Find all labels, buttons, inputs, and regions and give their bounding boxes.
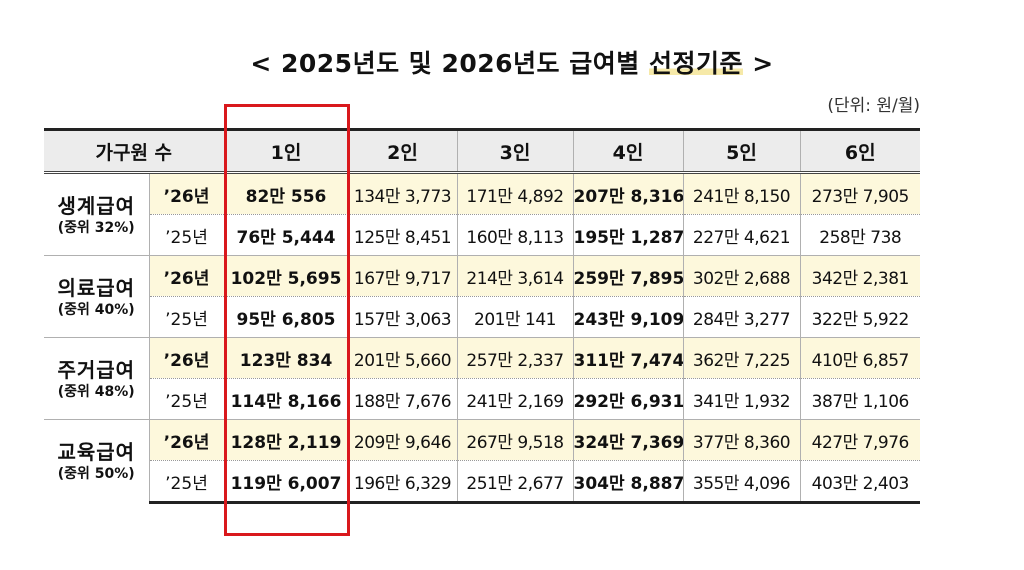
cell-4-person: 195만 1,287 xyxy=(572,214,684,256)
cell-2-person: 125만 8,451 xyxy=(347,214,458,256)
cell-4-person: 304만 8,887 xyxy=(572,460,684,504)
cell-1-person: 123만 834 xyxy=(223,337,349,379)
header-1-person: 1인 xyxy=(223,128,349,174)
category-cell: 교육급여 (중위 50%) xyxy=(44,419,150,503)
table-row: ’25년 114만 8,166 188만 7,676 241만 2,169 29… xyxy=(44,378,921,420)
title-highlight: 선정기준 xyxy=(648,49,743,78)
table-row: 주거급여 (중위 48%) ’26년 123만 834 201만 5,660 2… xyxy=(44,337,921,420)
cell-3-person: 201만 141 xyxy=(456,296,574,338)
cell-5-person: 377만 8,360 xyxy=(682,419,801,461)
cell-2-person: 196만 6,329 xyxy=(347,460,458,504)
cell-2-person: 201만 5,660 xyxy=(347,337,458,379)
category-median-rate: (중위 32%) xyxy=(57,219,135,236)
cell-1-person: 128만 2,119 xyxy=(223,419,349,461)
cell-3-person: 214만 3,614 xyxy=(456,255,574,297)
category-median-rate: (중위 48%) xyxy=(57,383,135,400)
cell-5-person: 302만 2,688 xyxy=(682,255,801,297)
category-cell: 의료급여 (중위 40%) xyxy=(44,255,150,338)
cell-2-person: 209만 9,646 xyxy=(347,419,458,461)
cell-1-person: 114만 8,166 xyxy=(223,378,349,420)
cell-1-person: 95만 6,805 xyxy=(223,296,349,338)
cell-3-person: 241만 2,169 xyxy=(456,378,574,420)
cell-4-person: 243만 9,109 xyxy=(572,296,684,338)
cell-5-person: 284만 3,277 xyxy=(682,296,801,338)
header-6-person: 6인 xyxy=(799,128,921,174)
header-5-person: 5인 xyxy=(682,128,801,174)
cell-6-person: 387만 1,106 xyxy=(799,378,921,420)
cell-6-person: 403만 2,403 xyxy=(799,460,921,504)
cell-4-person: 324만 7,369 xyxy=(572,419,684,461)
benefit-criteria-table: 가구원 수 1인 2인 3인 4인 5인 6인 생계급여 (중위 32%) ’2… xyxy=(44,128,921,504)
table-header-row: 가구원 수 1인 2인 3인 4인 5인 6인 xyxy=(44,128,921,174)
table-row: 의료급여 (중위 40%) ’26년 102만 5,695 167만 9,717… xyxy=(44,255,921,338)
category-name: 의료급여 xyxy=(57,275,136,300)
header-2-person: 2인 xyxy=(347,128,458,174)
page-title: < 2025년도 및 2026년도 급여별 선정기준 > xyxy=(0,44,1024,80)
table-row: 생계급여 (중위 32%) ’26년 82만 556 134만 3,773 17… xyxy=(44,172,921,256)
cell-3-person: 171만 4,892 xyxy=(456,172,574,215)
cell-5-person: 355만 4,096 xyxy=(682,460,801,504)
table-row: ’25년 119만 6,007 196만 6,329 251만 2,677 30… xyxy=(44,460,921,504)
cell-5-person: 362만 7,225 xyxy=(682,337,801,379)
category-median-rate: (중위 50%) xyxy=(57,466,135,483)
category-median-rate: (중위 40%) xyxy=(57,301,135,318)
cell-2-person: 167만 9,717 xyxy=(347,255,458,297)
cell-1-person: 102만 5,695 xyxy=(223,255,349,297)
category-name: 교육급여 xyxy=(57,440,136,465)
year-label: ’25년 xyxy=(148,296,225,338)
cell-4-person: 207만 8,316 xyxy=(572,172,684,215)
cell-6-person: 258만 738 xyxy=(799,214,921,256)
one-person-column-highlight xyxy=(224,104,350,536)
cell-5-person: 227만 4,621 xyxy=(682,214,801,256)
cell-5-person: 241만 8,150 xyxy=(682,172,801,215)
category-cell: 주거급여 (중위 48%) xyxy=(44,337,150,420)
table-row: 교육급여 (중위 50%) ’26년 128만 2,119 209만 9,646… xyxy=(44,419,921,503)
cell-1-person: 119만 6,007 xyxy=(223,460,349,504)
year-label: ’26년 xyxy=(148,419,225,461)
cell-6-person: 427만 7,976 xyxy=(799,419,921,461)
table-row: ’25년 95만 6,805 157만 3,063 201만 141 243만 … xyxy=(44,296,921,338)
cell-6-person: 322만 5,922 xyxy=(799,296,921,338)
cell-5-person: 341만 1,932 xyxy=(682,378,801,420)
cell-3-person: 160만 8,113 xyxy=(456,214,574,256)
header-4-person: 4인 xyxy=(572,128,684,174)
cell-1-person: 76만 5,444 xyxy=(223,214,349,256)
year-label: ’25년 xyxy=(148,460,225,504)
cell-6-person: 410만 6,857 xyxy=(799,337,921,379)
year-label: ’26년 xyxy=(148,255,225,297)
cell-4-person: 259만 7,895 xyxy=(572,255,684,297)
header-3-person: 3인 xyxy=(456,128,574,174)
year-label: ’26년 xyxy=(148,337,225,379)
year-label: ’26년 xyxy=(148,172,225,215)
cell-3-person: 251만 2,677 xyxy=(456,460,574,504)
cell-3-person: 257만 2,337 xyxy=(456,337,574,379)
cell-2-person: 134만 3,773 xyxy=(347,172,458,215)
category-name: 주거급여 xyxy=(57,357,136,382)
cell-4-person: 311만 7,474 xyxy=(572,337,684,379)
title-suffix: > xyxy=(743,49,774,78)
category-cell: 생계급여 (중위 32%) xyxy=(44,172,150,256)
title-prefix: < 2025년도 및 2026년도 급여별 xyxy=(250,49,649,78)
year-label: ’25년 xyxy=(148,378,225,420)
unit-note: (단위: 원/월) xyxy=(827,96,920,116)
cell-3-person: 267만 9,518 xyxy=(456,419,574,461)
year-label: ’25년 xyxy=(148,214,225,256)
cell-4-person: 292만 6,931 xyxy=(572,378,684,420)
table-row: ’25년 76만 5,444 125만 8,451 160만 8,113 195… xyxy=(44,214,921,256)
cell-2-person: 188만 7,676 xyxy=(347,378,458,420)
cell-6-person: 273만 7,905 xyxy=(799,172,921,215)
category-name: 생계급여 xyxy=(57,193,136,218)
header-household-count: 가구원 수 xyxy=(44,128,225,174)
cell-6-person: 342만 2,381 xyxy=(799,255,921,297)
cell-2-person: 157만 3,063 xyxy=(347,296,458,338)
